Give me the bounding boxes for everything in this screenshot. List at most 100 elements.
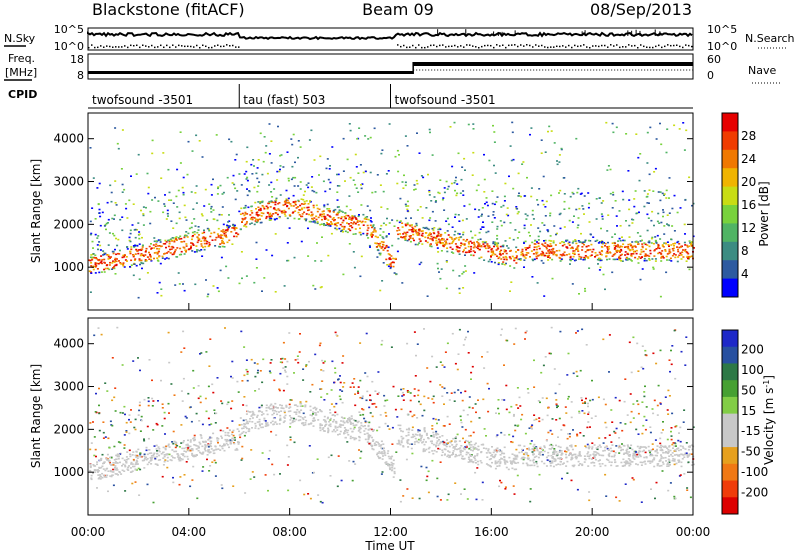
range-gate-cell bbox=[221, 446, 223, 448]
range-gate-cell bbox=[304, 422, 306, 424]
range-gate-cell bbox=[530, 127, 532, 129]
range-gate-cell bbox=[321, 214, 323, 216]
range-gate-cell bbox=[233, 430, 235, 432]
range-gate-cell bbox=[515, 262, 517, 264]
range-gate-cell bbox=[598, 242, 600, 244]
range-gate-cell bbox=[605, 404, 607, 406]
range-gate-cell bbox=[585, 256, 587, 258]
range-gate-cell bbox=[452, 248, 454, 250]
range-gate-cell bbox=[680, 441, 682, 443]
range-gate-cell bbox=[670, 260, 672, 262]
range-gate-cell bbox=[510, 281, 512, 283]
range-gate-cell bbox=[374, 227, 376, 229]
range-gate-cell bbox=[504, 183, 506, 185]
range-gate-cell bbox=[532, 260, 534, 262]
range-gate-cell bbox=[179, 218, 181, 220]
range-gate-cell bbox=[161, 453, 163, 455]
range-gate-cell bbox=[322, 427, 324, 429]
range-gate-cell bbox=[533, 465, 535, 467]
range-gate-cell bbox=[662, 209, 664, 211]
range-gate-cell bbox=[354, 267, 356, 269]
range-gate-cell bbox=[293, 372, 295, 374]
range-gate-cell bbox=[307, 493, 309, 495]
range-gate-cell bbox=[242, 404, 244, 406]
range-gate-cell bbox=[320, 501, 322, 503]
range-gate-cell bbox=[262, 359, 264, 361]
range-gate-cell bbox=[323, 181, 325, 183]
nsearch-point bbox=[589, 47, 591, 49]
range-gate-cell bbox=[167, 460, 169, 462]
range-gate-cell bbox=[95, 257, 97, 259]
range-gate-cell bbox=[652, 190, 654, 192]
range-gate-cell bbox=[468, 246, 470, 248]
range-gate-cell bbox=[421, 243, 423, 245]
range-gate-cell bbox=[496, 465, 498, 467]
range-gate-cell bbox=[106, 265, 108, 267]
range-gate-cell bbox=[651, 258, 653, 260]
range-gate-cell bbox=[116, 258, 118, 260]
range-gate-cell bbox=[643, 416, 645, 418]
range-gate-cell bbox=[365, 171, 367, 173]
range-gate-cell bbox=[586, 246, 588, 248]
range-gate-cell bbox=[618, 447, 620, 449]
range-gate-cell bbox=[156, 445, 158, 447]
range-gate-cell bbox=[257, 372, 259, 374]
range-gate-cell bbox=[543, 224, 545, 226]
range-gate-cell bbox=[236, 227, 238, 229]
range-gate-cell bbox=[308, 182, 310, 184]
range-gate-cell bbox=[128, 433, 130, 435]
range-gate-cell bbox=[161, 425, 163, 427]
range-gate-cell bbox=[555, 393, 557, 395]
range-gate-cell bbox=[573, 256, 575, 258]
range-gate-cell bbox=[230, 231, 232, 233]
range-gate-cell bbox=[665, 452, 667, 454]
range-gate-cell bbox=[304, 404, 306, 406]
range-gate-cell bbox=[641, 401, 643, 403]
nsearch-point bbox=[175, 46, 177, 48]
range-gate-cell bbox=[533, 253, 535, 255]
range-gate-cell bbox=[215, 475, 217, 477]
range-gate-cell bbox=[473, 255, 475, 257]
range-gate-cell bbox=[361, 256, 363, 258]
range-gate-cell bbox=[249, 421, 251, 423]
range-gate-cell bbox=[563, 425, 565, 427]
range-gate-cell bbox=[683, 473, 685, 475]
nsearch-point bbox=[559, 46, 561, 48]
range-gate-cell bbox=[673, 253, 675, 255]
range-gate-cell bbox=[275, 202, 277, 204]
range-gate-cell bbox=[223, 233, 225, 235]
range-gate-cell bbox=[191, 453, 193, 455]
range-gate-cell bbox=[519, 445, 521, 447]
range-gate-cell bbox=[353, 461, 355, 463]
nsearch-point bbox=[163, 47, 165, 49]
range-gate-cell bbox=[147, 454, 149, 456]
range-gate-cell bbox=[550, 235, 552, 237]
range-gate-cell bbox=[580, 258, 582, 260]
range-gate-cell bbox=[198, 234, 200, 236]
range-gate-cell bbox=[491, 462, 493, 464]
range-gate-cell bbox=[599, 252, 601, 254]
nsearch-point bbox=[619, 47, 621, 49]
range-gate-cell bbox=[204, 238, 206, 240]
range-gate-cell bbox=[252, 159, 254, 161]
range-gate-cell bbox=[421, 442, 423, 444]
range-gate-cell bbox=[113, 235, 115, 237]
range-gate-cell bbox=[129, 450, 131, 452]
range-gate-cell bbox=[260, 133, 262, 135]
range-gate-cell bbox=[641, 251, 643, 253]
range-gate-cell bbox=[421, 235, 423, 237]
range-gate-cell bbox=[290, 138, 292, 140]
range-gate-cell bbox=[233, 227, 235, 229]
range-gate-cell bbox=[495, 242, 497, 244]
range-gate-cell bbox=[132, 451, 134, 453]
range-gate-cell bbox=[628, 209, 630, 211]
range-gate-cell bbox=[573, 373, 575, 375]
range-gate-cell bbox=[303, 194, 305, 196]
range-gate-cell bbox=[420, 439, 422, 441]
range-gate-cell bbox=[584, 241, 586, 243]
range-gate-cell bbox=[489, 452, 491, 454]
range-gate-cell bbox=[194, 234, 196, 236]
range-gate-cell bbox=[612, 132, 614, 134]
range-gate-cell bbox=[616, 250, 618, 252]
range-gate-cell bbox=[282, 358, 284, 360]
